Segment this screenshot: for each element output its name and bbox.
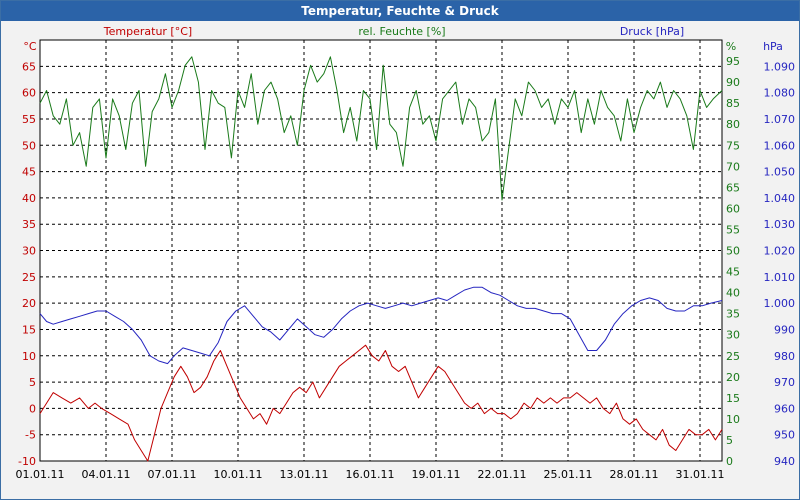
pressure-tick-label: 1.050 <box>764 166 796 179</box>
humidity-tick-label: 95 <box>726 55 740 68</box>
temperature-tick-label: 30 <box>22 245 36 258</box>
pressure-tick-label: 970 <box>774 376 795 389</box>
humidity-tick-label: 65 <box>726 181 740 194</box>
temperature-tick-label: 40 <box>22 192 36 205</box>
temperature-tick-label: 5 <box>29 376 36 389</box>
temperature-axis-unit: °C <box>23 40 37 53</box>
series-line-humidity <box>39 56 723 201</box>
pressure-tick-label: 940 <box>774 455 795 468</box>
temperature-tick-label: 20 <box>22 297 36 310</box>
pressure-tick-label: 1.010 <box>764 271 796 284</box>
humidity-axis-label: rel. Feuchte [%] <box>358 25 445 38</box>
pressure-tick-label: 1.000 <box>764 297 796 310</box>
humidity-tick-label: 60 <box>726 202 740 215</box>
x-tick-label: 07.01.11 <box>148 468 197 481</box>
x-tick-label: 19.01.11 <box>412 468 461 481</box>
humidity-tick-label: 55 <box>726 223 740 236</box>
pressure-tick-label: 1.070 <box>764 113 796 126</box>
temperature-axis-label: Temperatur [°C] <box>103 25 192 38</box>
humidity-tick-label: 5 <box>726 434 733 447</box>
humidity-tick-label: 80 <box>726 118 740 131</box>
temperature-tick-label: -10 <box>18 455 36 468</box>
pressure-tick-label: 1.020 <box>764 245 796 258</box>
temperature-tick-label: 25 <box>22 271 36 284</box>
temperature-tick-label: 50 <box>22 139 36 152</box>
x-tick-label: 25.01.11 <box>544 468 593 481</box>
x-tick-label: 04.01.11 <box>82 468 131 481</box>
pressure-tick-label: 960 <box>774 402 795 415</box>
humidity-tick-label: 85 <box>726 97 740 110</box>
x-tick-label: 10.01.11 <box>214 468 263 481</box>
temperature-tick-label: 45 <box>22 166 36 179</box>
humidity-tick-label: 45 <box>726 266 740 279</box>
humidity-tick-label: 50 <box>726 245 740 258</box>
pressure-tick-label: 1.090 <box>764 60 796 73</box>
humidity-tick-label: 70 <box>726 160 740 173</box>
humidity-tick-label: 75 <box>726 139 740 152</box>
temperature-tick-label: -5 <box>25 429 36 442</box>
humidity-tick-label: 10 <box>726 413 740 426</box>
humidity-axis-unit: % <box>726 40 736 53</box>
x-tick-label: 13.01.11 <box>280 468 329 481</box>
humidity-tick-label: 35 <box>726 308 740 321</box>
humidity-tick-label: 20 <box>726 371 740 384</box>
plot-area <box>39 39 723 462</box>
x-tick-label: 01.01.11 <box>16 468 65 481</box>
humidity-tick-label: 15 <box>726 392 740 405</box>
temperature-tick-label: 65 <box>22 60 36 73</box>
pressure-tick-label: 1.060 <box>764 139 796 152</box>
temperature-tick-label: 35 <box>22 218 36 231</box>
x-tick-label: 16.01.11 <box>346 468 395 481</box>
x-tick-label: 28.01.11 <box>610 468 659 481</box>
x-tick-label: 22.01.11 <box>478 468 527 481</box>
humidity-tick-label: 0 <box>726 455 733 468</box>
series-line-temperature <box>39 344 723 462</box>
pressure-tick-label: 1.030 <box>764 218 796 231</box>
pressure-tick-label: 950 <box>774 429 795 442</box>
x-tick-label: 31.01.11 <box>676 468 725 481</box>
humidity-tick-label: 40 <box>726 287 740 300</box>
pressure-tick-label: 980 <box>774 350 795 363</box>
chart-title: Temperatur, Feuchte & Druck <box>1 1 799 21</box>
pressure-axis-unit: hPa <box>763 40 783 53</box>
humidity-tick-label: 25 <box>726 350 740 363</box>
temperature-tick-label: 0 <box>29 402 36 415</box>
temperature-tick-label: 15 <box>22 323 36 336</box>
humidity-tick-label: 90 <box>726 76 740 89</box>
series-line-pressure <box>39 286 723 365</box>
pressure-tick-label: 1.080 <box>764 87 796 100</box>
pressure-axis-label: Druck [hPa] <box>620 25 684 38</box>
temperature-tick-label: 10 <box>22 350 36 363</box>
temperature-tick-label: 55 <box>22 113 36 126</box>
humidity-tick-label: 30 <box>726 329 740 342</box>
pressure-tick-label: 990 <box>774 323 795 336</box>
pressure-tick-label: 1.040 <box>764 192 796 205</box>
temperature-tick-label: 60 <box>22 87 36 100</box>
